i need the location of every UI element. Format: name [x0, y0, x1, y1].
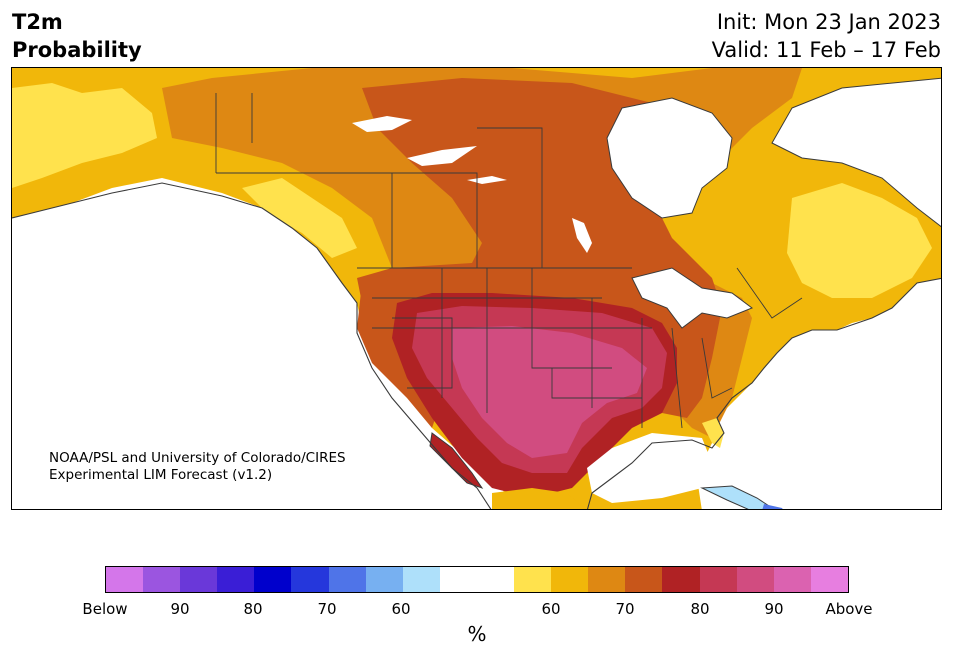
- colorbar-segment: [254, 567, 292, 592]
- credit-line-1: NOAA/PSL and University of Colorado/CIRE…: [49, 450, 346, 466]
- colorbar-segment: [476, 567, 515, 592]
- colorbar-tick-label: 90: [764, 600, 784, 618]
- colorbar-segment: [217, 567, 255, 592]
- colorbar-unit: %: [467, 622, 487, 646]
- product-label: Probability: [12, 38, 142, 62]
- colorbar-segment: [625, 567, 663, 592]
- colorbar-segment: [588, 567, 626, 592]
- colorbar-segment: [402, 567, 440, 592]
- init-date: Init: Mon 23 Jan 2023: [716, 10, 941, 34]
- gulf-of-mexico: [587, 433, 712, 503]
- cuba-light-blue: [700, 485, 774, 509]
- colorbar-tick-label: 70: [317, 600, 337, 618]
- colorbar-segment: [514, 567, 552, 592]
- political-borders: [215, 93, 803, 429]
- colorbar-tick-label: 80: [243, 600, 263, 618]
- region-pink-center: [452, 326, 647, 458]
- region-alaska-yellow: [12, 83, 157, 188]
- colorbar-tick-label: 90: [170, 600, 190, 618]
- caribbean-blue: [762, 504, 783, 509]
- colorbar-segment: [143, 567, 181, 592]
- region-mexico-gold: [492, 488, 585, 509]
- great-slave-lake: [407, 146, 477, 166]
- great-lakes: [631, 267, 754, 329]
- pacific-ocean: [12, 183, 491, 509]
- map-canvas: [12, 68, 941, 509]
- colorbar-tick-label: Below: [82, 600, 128, 618]
- coastline: [12, 182, 941, 509]
- colorbar-segment: [810, 567, 848, 592]
- colorbar-tick-label: 70: [615, 600, 635, 618]
- atlantic-ocean: [771, 77, 941, 228]
- colorbar-segment: [328, 567, 366, 592]
- lake-winnipeg: [572, 218, 592, 253]
- variable-label: T2m: [12, 10, 63, 34]
- credit-line-2: Experimental LIM Forecast (v1.2): [49, 467, 273, 483]
- colorbar-segment: [699, 567, 737, 592]
- region-quebec-yellow: [787, 183, 932, 298]
- colorbar-tick-label: 60: [541, 600, 561, 618]
- forecast-map[interactable]: [11, 67, 942, 510]
- colorbar-segment: [736, 567, 774, 592]
- colorbar-tick-label: 60: [391, 600, 411, 618]
- valid-dates: Valid: 11 Feb – 17 Feb: [711, 38, 941, 62]
- colorbar-tick-label: Above: [825, 600, 873, 618]
- colorbar-segment: [662, 567, 700, 592]
- great-bear-lake: [352, 116, 412, 132]
- colorbar-segment: [365, 567, 403, 592]
- date-info: Init: Mon 23 Jan 2023 Valid: 11 Feb – 17…: [712, 8, 941, 64]
- colorbar-segment: [106, 567, 144, 592]
- colorbar-segment: [180, 567, 218, 592]
- colorbar-segment: [291, 567, 329, 592]
- credit-text: NOAA/PSL and University of Colorado/CIRE…: [49, 450, 346, 484]
- colorbar-segment: [551, 567, 589, 592]
- hudson-bay: [606, 97, 733, 219]
- colorbar-segment: [439, 567, 477, 592]
- map-title: T2m Probability: [12, 8, 142, 64]
- region-bc-yellow: [242, 178, 357, 258]
- colorbar-segment: [773, 567, 811, 592]
- colorbar-tick-label: 80: [690, 600, 710, 618]
- colorbar: [105, 566, 849, 593]
